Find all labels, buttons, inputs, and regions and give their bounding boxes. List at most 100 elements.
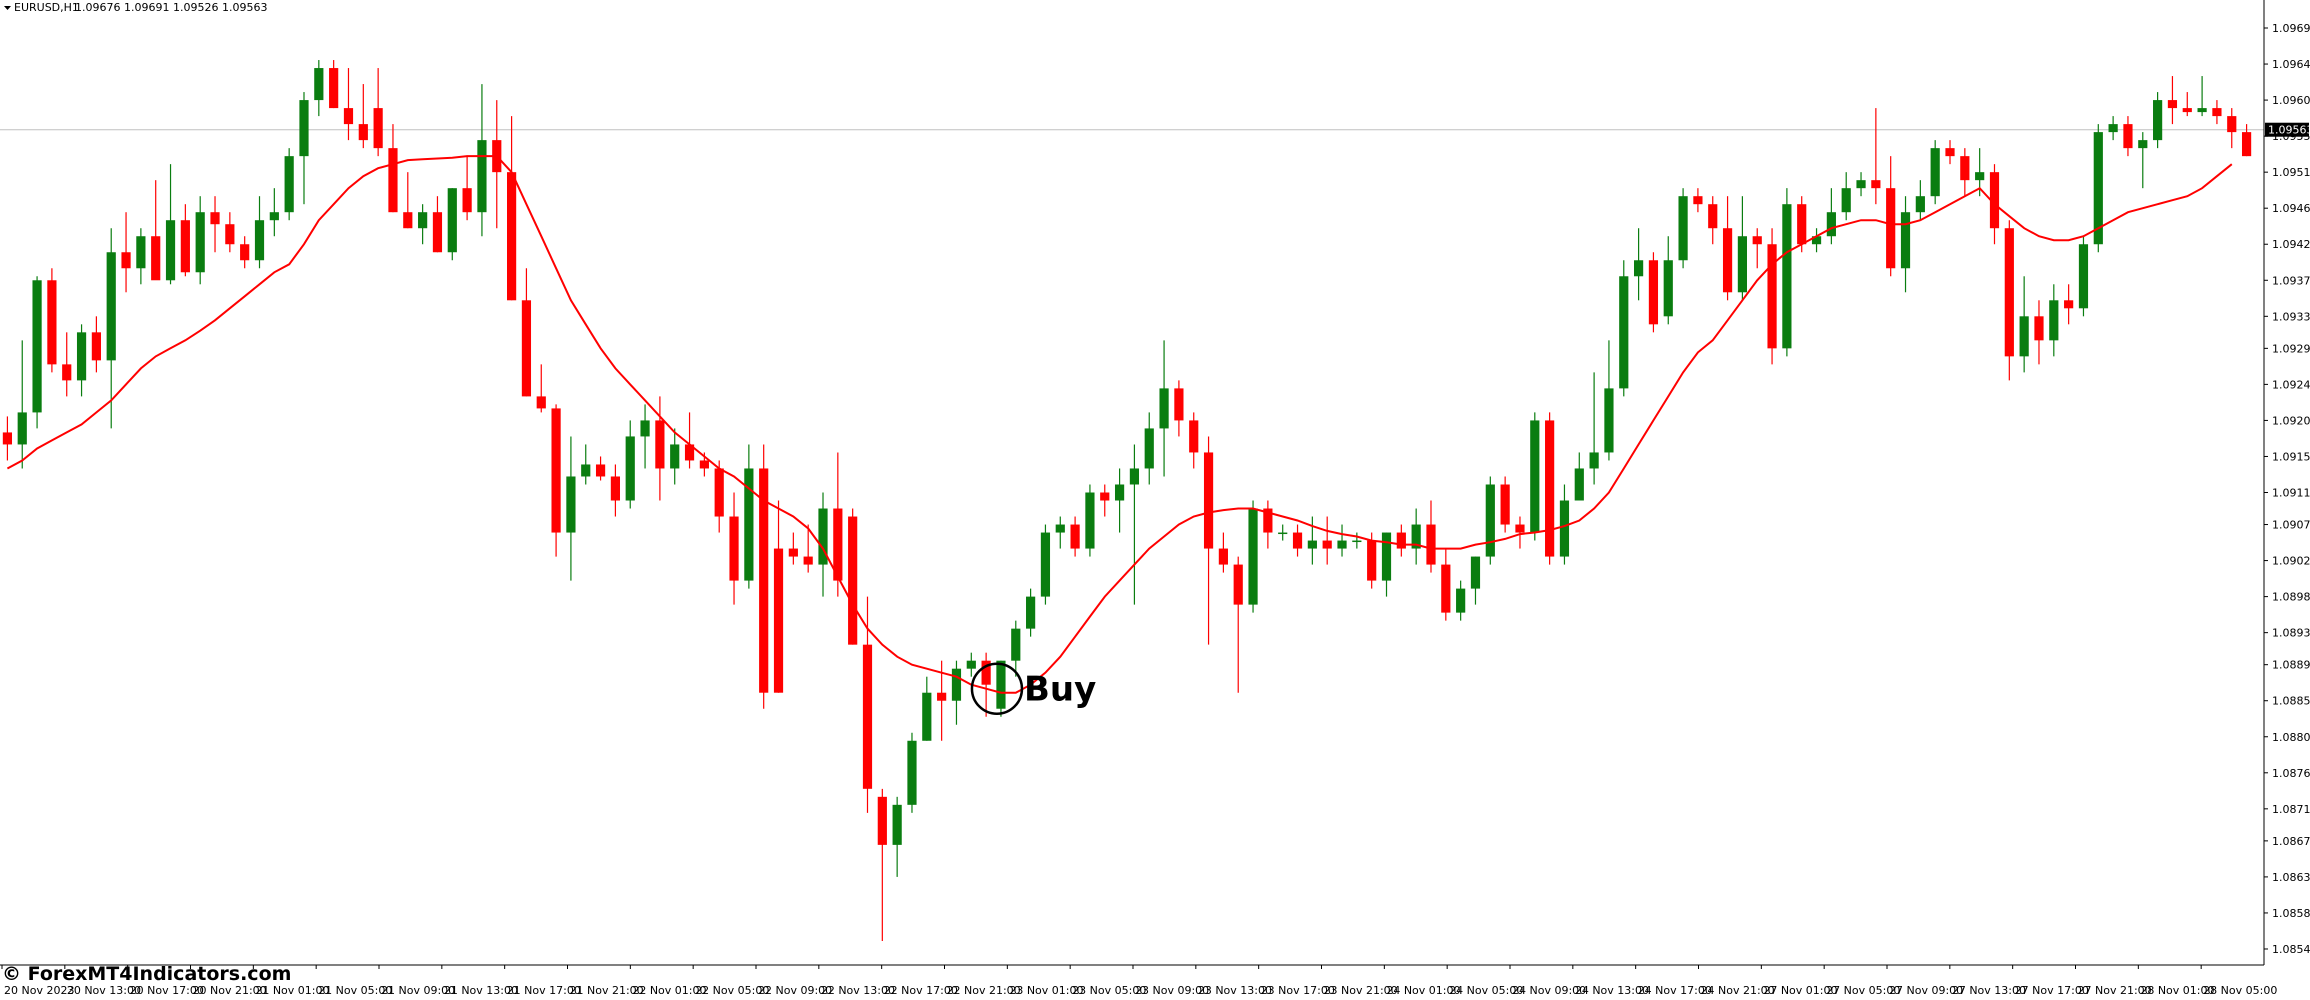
candle [1426, 500, 1436, 573]
candle [2034, 300, 2044, 365]
time-tick-label: 21 Nov 13:00 [444, 984, 518, 997]
candle-body [1129, 468, 1140, 485]
candle [996, 660, 1006, 717]
candle [1352, 532, 1362, 549]
price-tick-label: 1.08540 [2272, 943, 2310, 956]
price-tick-label: 1.09155 [2272, 450, 2310, 463]
candle-body [1485, 484, 1495, 557]
price-tick-label: 1.08585 [2272, 907, 2310, 920]
price-tick-label: 1.08980 [2272, 591, 2310, 604]
candle-body [2197, 108, 2207, 113]
candle [1100, 484, 1110, 517]
candle-body [1040, 532, 1051, 597]
candle-body [151, 236, 161, 281]
candle-body [47, 280, 57, 365]
candle-body [1174, 388, 1184, 421]
candle-body [1114, 484, 1125, 501]
time-tick-label: 24 Nov 05:00 [1449, 984, 1523, 997]
candle-body [299, 100, 309, 157]
candle [1085, 484, 1095, 557]
candle-body [1456, 588, 1466, 613]
time-tick-label: 21 Nov 17:00 [507, 984, 581, 997]
candle [566, 436, 576, 581]
candle [269, 188, 279, 237]
candle [1203, 436, 1214, 645]
candle-body [507, 172, 517, 301]
candle-body [91, 332, 101, 361]
time-tick-label: 28 Nov 05:00 [2203, 984, 2277, 997]
time-tick-label: 28 Nov 01:00 [2140, 984, 2214, 997]
candle-body [996, 660, 1006, 709]
candle [2123, 116, 2133, 157]
candle [2212, 100, 2222, 125]
price-tick-label: 1.08675 [2272, 835, 2310, 848]
candle [151, 180, 161, 281]
candle-body [1530, 420, 1540, 533]
time-tick-label: 27 Nov 01:00 [1763, 984, 1837, 997]
candle [1782, 188, 1792, 357]
candle [1678, 188, 1688, 269]
candle [1337, 524, 1347, 557]
watermark: © ForexMT4Indicators.com [2, 963, 291, 985]
triangle-down-icon[interactable] [4, 6, 11, 10]
price-axis[interactable]: 1.096901.096451.096001.095551.095101.094… [2263, 0, 2310, 965]
time-tick-label: 21 Nov 09:00 [381, 984, 455, 997]
price-tick-label: 1.08760 [2272, 767, 2310, 780]
price-tick-label: 1.09645 [2272, 58, 2310, 71]
candle-body [2212, 108, 2222, 117]
price-tick-label: 1.09330 [2272, 310, 2310, 323]
candle-body [729, 516, 739, 581]
candle [195, 196, 205, 285]
candle-body [329, 68, 339, 109]
time-tick-label: 23 Nov 09:00 [1135, 984, 1209, 997]
candle-body [225, 224, 235, 245]
candle [329, 60, 339, 109]
candle [1604, 340, 1614, 461]
candle [403, 172, 413, 229]
candle-body [2108, 124, 2118, 133]
time-tick-label: 27 Nov 05:00 [1826, 984, 1900, 997]
price-tick-label: 1.09510 [2272, 166, 2310, 179]
candle-body [1322, 540, 1332, 549]
candle [625, 420, 635, 509]
candle [951, 660, 962, 725]
candle-body [788, 548, 798, 557]
candle-body [981, 660, 991, 685]
candle-body [1411, 524, 1421, 549]
candle-body [773, 548, 784, 693]
candle-body [581, 464, 591, 477]
candle [432, 196, 443, 253]
candle-body [1026, 596, 1036, 629]
candle-body [2034, 316, 2044, 341]
candle [1114, 468, 1125, 533]
candle-body [1975, 172, 1985, 181]
candle-body [803, 556, 813, 565]
time-tick-label: 27 Nov 21:00 [2078, 984, 2152, 997]
candle [2004, 220, 2014, 381]
buy-label: Buy [1024, 670, 1096, 710]
candle [966, 652, 976, 677]
time-tick-label: 20 Nov 13:00 [67, 984, 141, 997]
candle [907, 732, 917, 813]
candle [2108, 116, 2118, 141]
candle-body [106, 252, 116, 361]
candle-body [1545, 420, 1555, 557]
candle [521, 268, 532, 397]
candle-body [418, 212, 428, 229]
candle-body [1263, 508, 1273, 533]
candle [462, 156, 472, 221]
time-tick-label: 23 Nov 01:00 [1009, 984, 1083, 997]
time-tick-label: 22 Nov 09:00 [758, 984, 832, 997]
candle [1441, 548, 1451, 621]
candle [447, 188, 457, 261]
candle [62, 332, 72, 397]
candle-body [2019, 316, 2029, 357]
candle [759, 444, 769, 709]
candle [1900, 196, 1911, 293]
candle [1574, 452, 1584, 501]
time-tick-label: 20 Nov 21:00 [193, 984, 267, 997]
candle-body [951, 668, 962, 701]
candle [314, 60, 324, 117]
